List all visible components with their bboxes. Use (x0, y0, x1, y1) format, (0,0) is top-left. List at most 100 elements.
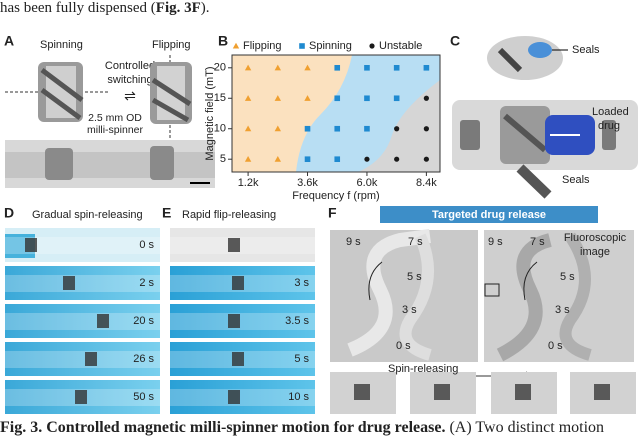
x-tick-label: 3.6k (297, 177, 318, 189)
y-tick-label: 10 (214, 123, 226, 135)
frame (5, 342, 160, 376)
label: 2.5 mm OD (88, 112, 142, 124)
label: Loaded (592, 106, 629, 118)
time-label: 5 s (407, 271, 422, 283)
panel-label: C (450, 33, 460, 49)
legend-marker (299, 43, 305, 49)
point (364, 125, 370, 132)
time-label: 10 s (288, 391, 309, 403)
time-label: 9 s (488, 236, 503, 248)
panel-label: A (4, 33, 14, 49)
frame (170, 304, 315, 338)
point (393, 64, 400, 71)
panel-title: Rapid flip-releasing (182, 209, 276, 221)
x-axis-label: Frequency f (rpm) (292, 190, 379, 202)
label: Fluoroscopic (564, 232, 627, 244)
frame-channel (5, 313, 160, 330)
legend-label: Unstable (379, 40, 422, 52)
frame (170, 228, 315, 262)
point (304, 156, 311, 163)
title-banner (380, 206, 598, 223)
label: drug (598, 120, 620, 132)
label: milli-spinner (87, 124, 144, 136)
point (274, 95, 282, 101)
legend-label: Spinning (309, 40, 352, 52)
frame-channel (5, 351, 160, 368)
time-label: 7 s (530, 236, 545, 248)
label: image (580, 246, 610, 258)
spinner-illustration (5, 55, 215, 188)
caption-title: Fig. 3. Controlled magnetic milli-spinne… (0, 419, 445, 436)
label: Spin-releasing (388, 363, 458, 375)
legend-marker (232, 42, 240, 49)
fluoro-frames (330, 372, 636, 414)
time-label: 20 s (133, 315, 154, 327)
time-label: 9 s (346, 236, 361, 248)
time-label: 3 s (402, 304, 417, 316)
point (364, 64, 370, 71)
spinner (228, 390, 240, 404)
label: switching (107, 74, 152, 86)
spinner (232, 276, 244, 290)
spinner (75, 390, 87, 404)
point (304, 95, 311, 101)
intro-ref: Fig. 3F (156, 0, 201, 16)
point (244, 125, 252, 132)
point (334, 95, 341, 102)
point (364, 156, 370, 162)
point (244, 64, 252, 71)
frame-channel (5, 237, 160, 254)
point (274, 125, 282, 132)
panel-label: F (328, 205, 337, 221)
point (334, 64, 341, 71)
frame (170, 380, 315, 414)
switch-icon: ⇌ (124, 88, 136, 104)
panel-title: Targeted drug release (432, 209, 546, 221)
point (304, 125, 311, 132)
label: Seals (562, 174, 590, 186)
spinner (63, 276, 75, 290)
y-tick-label: 5 (220, 153, 226, 165)
spinner (97, 314, 109, 328)
y-tick-label: 15 (214, 92, 226, 104)
frame-channel (170, 237, 315, 254)
x-tick-label: 1.2k (238, 177, 259, 189)
capsule-illustration (452, 36, 638, 199)
spinner (594, 384, 610, 400)
label: Flipping (152, 39, 191, 51)
spinner (228, 238, 240, 252)
spinner (25, 238, 37, 252)
frame (5, 266, 160, 300)
point (393, 95, 400, 102)
time-label: 0 s (548, 340, 563, 352)
point (423, 156, 429, 162)
intro-text: ). (201, 0, 210, 16)
spinner (515, 384, 531, 400)
point (304, 64, 311, 71)
legend-label: Flipping (243, 40, 282, 52)
legend-marker (369, 43, 375, 49)
video-frames: 0 s 2 s 20 s 26 s 50 s 3 s 3.5 s 5 s 10 s (5, 228, 315, 414)
point (423, 64, 430, 71)
spinner (228, 314, 240, 328)
time-label: 0 s (396, 340, 411, 352)
point (274, 64, 282, 71)
intro-text: has been fully dispensed ( (0, 0, 156, 16)
time-label: 3 s (294, 277, 309, 289)
spinner (85, 352, 97, 366)
time-label: 0 s (139, 239, 154, 251)
label: Spinning (40, 39, 83, 51)
frame-channel (170, 313, 315, 330)
point (334, 156, 341, 163)
time-label: 3 s (555, 304, 570, 316)
frame-channel (170, 389, 315, 406)
panel-label: B (218, 33, 228, 49)
point (394, 126, 400, 132)
spinner (232, 352, 244, 366)
point (244, 95, 252, 101)
frame-channel (5, 275, 160, 292)
time-label: 5 s (560, 271, 575, 283)
time-label: 50 s (133, 391, 154, 403)
point (364, 95, 370, 102)
